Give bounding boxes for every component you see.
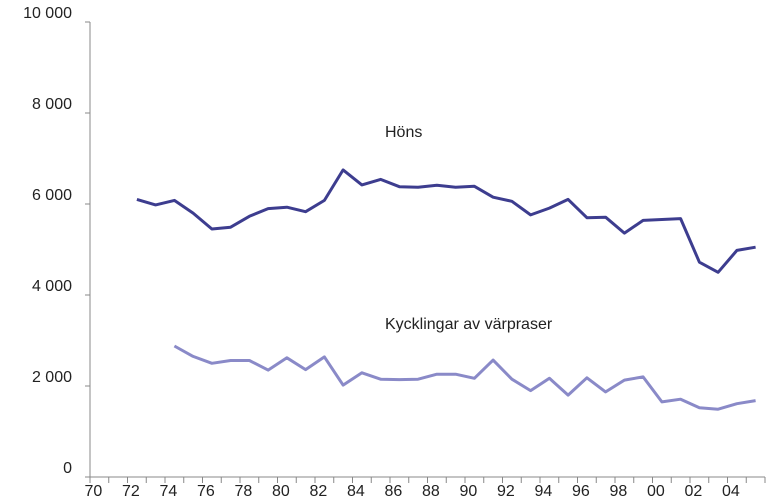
x-tick-label: 72 [122,483,140,500]
x-tick-label: 90 [459,483,477,500]
line-series [173,344,756,411]
y-tick-label: 4 000 [32,278,72,295]
x-tick-label: 04 [722,483,740,500]
x-tick-label: 92 [497,483,515,500]
x-tick-label: 82 [309,483,327,500]
x-tick-label: 74 [159,483,177,500]
y-tick-label: 2 000 [32,369,72,386]
y-tick-label: 10 000 [23,5,72,22]
x-tick-label: 98 [609,483,627,500]
line-series [136,168,756,274]
x-tick-label: 80 [272,483,290,500]
y-tick-label: 8 000 [32,96,72,113]
x-tick-label: 88 [422,483,440,500]
series-label: Höns [385,124,422,141]
x-tick-label: 94 [534,483,552,500]
x-tick-label: 78 [234,483,252,500]
x-tick-label: 84 [347,483,365,500]
y-tick-label: 6 000 [32,187,72,204]
x-tick-label: 86 [384,483,402,500]
x-tick-label: 96 [572,483,590,500]
x-tick-label: 70 [84,483,102,500]
series-label: Kycklingar av värpraser [385,316,553,333]
x-tick-label: 02 [684,483,702,500]
x-tick-label: 76 [197,483,215,500]
y-tick-label: 0 [63,460,72,477]
x-tick-label: 00 [647,483,665,500]
